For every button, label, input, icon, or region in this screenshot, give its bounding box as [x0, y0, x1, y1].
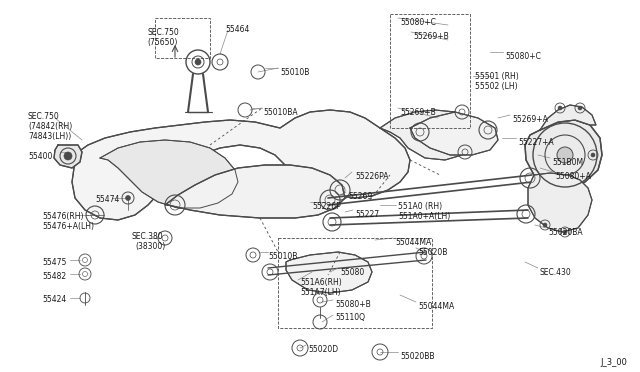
Text: (38300): (38300) [135, 242, 165, 251]
Polygon shape [528, 173, 592, 232]
Text: 55020BB: 55020BB [400, 352, 435, 361]
Text: 55020BA: 55020BA [548, 228, 582, 237]
Text: 55080+C: 55080+C [400, 18, 436, 27]
Text: J_3_00: J_3_00 [600, 358, 627, 367]
Text: SEC.750: SEC.750 [147, 28, 179, 37]
Text: 55424: 55424 [42, 295, 67, 304]
Polygon shape [165, 165, 345, 218]
Text: SEC.380: SEC.380 [132, 232, 164, 241]
Circle shape [543, 223, 547, 227]
Text: (74842(RH): (74842(RH) [28, 122, 72, 131]
Polygon shape [380, 110, 478, 160]
Text: (75650): (75650) [148, 38, 178, 47]
Text: 55020B: 55020B [418, 248, 447, 257]
Text: 55080+A: 55080+A [555, 172, 591, 181]
Circle shape [563, 230, 567, 234]
Text: 551B0M: 551B0M [552, 158, 583, 167]
Text: 55110Q: 55110Q [335, 313, 365, 322]
Polygon shape [72, 110, 410, 220]
Text: 551A0 (RH): 551A0 (RH) [398, 202, 442, 211]
Text: 55475: 55475 [42, 258, 67, 267]
Text: 55080+C: 55080+C [505, 52, 541, 61]
Text: 55269+B: 55269+B [400, 108, 436, 117]
Text: 55400: 55400 [28, 152, 52, 161]
Text: 55227: 55227 [355, 210, 379, 219]
Text: 55010B: 55010B [280, 68, 309, 77]
Text: 55269+A: 55269+A [512, 115, 548, 124]
Circle shape [578, 106, 582, 110]
Text: 55501 (RH): 55501 (RH) [475, 72, 519, 81]
Circle shape [558, 106, 562, 110]
Bar [390, 14, 470, 128]
Text: SEC.750: SEC.750 [28, 112, 60, 121]
Text: 55476+A(LH): 55476+A(LH) [42, 222, 94, 231]
Text: 55464: 55464 [225, 25, 250, 34]
Text: 74843(LH)): 74843(LH)) [28, 132, 71, 141]
Polygon shape [540, 105, 596, 130]
Text: 55010BA: 55010BA [263, 108, 298, 117]
Text: SEC.430: SEC.430 [540, 268, 572, 277]
Text: 55044MA: 55044MA [395, 238, 431, 247]
Polygon shape [54, 145, 82, 168]
Text: 55269+B: 55269+B [413, 32, 449, 41]
Circle shape [591, 153, 595, 157]
Polygon shape [410, 112, 498, 155]
Text: 55226PA: 55226PA [355, 172, 388, 181]
Polygon shape [100, 140, 238, 208]
Circle shape [64, 152, 72, 160]
Circle shape [195, 59, 201, 65]
Text: 55080: 55080 [340, 268, 364, 277]
Text: 55010B: 55010B [268, 252, 298, 261]
Text: 551A6(RH): 551A6(RH) [300, 278, 342, 287]
Text: 55226P: 55226P [312, 202, 340, 211]
Text: 55044MA: 55044MA [418, 302, 454, 311]
Circle shape [557, 147, 573, 163]
Polygon shape [286, 252, 372, 293]
Text: 551A0+A(LH): 551A0+A(LH) [398, 212, 451, 221]
Text: 55227+A: 55227+A [518, 138, 554, 147]
Text: 55020D: 55020D [308, 345, 338, 354]
Bar [278, 238, 432, 328]
Text: 551A7(LH): 551A7(LH) [300, 288, 340, 297]
Circle shape [125, 196, 131, 201]
Bar [155, 18, 210, 58]
Text: 55080+B: 55080+B [335, 300, 371, 309]
Text: 55476(RH): 55476(RH) [42, 212, 83, 221]
Text: 55269: 55269 [348, 192, 372, 201]
Text: 55502 (LH): 55502 (LH) [475, 82, 518, 91]
Text: 55482: 55482 [42, 272, 66, 281]
Polygon shape [525, 120, 602, 188]
Text: 55474: 55474 [95, 195, 120, 204]
